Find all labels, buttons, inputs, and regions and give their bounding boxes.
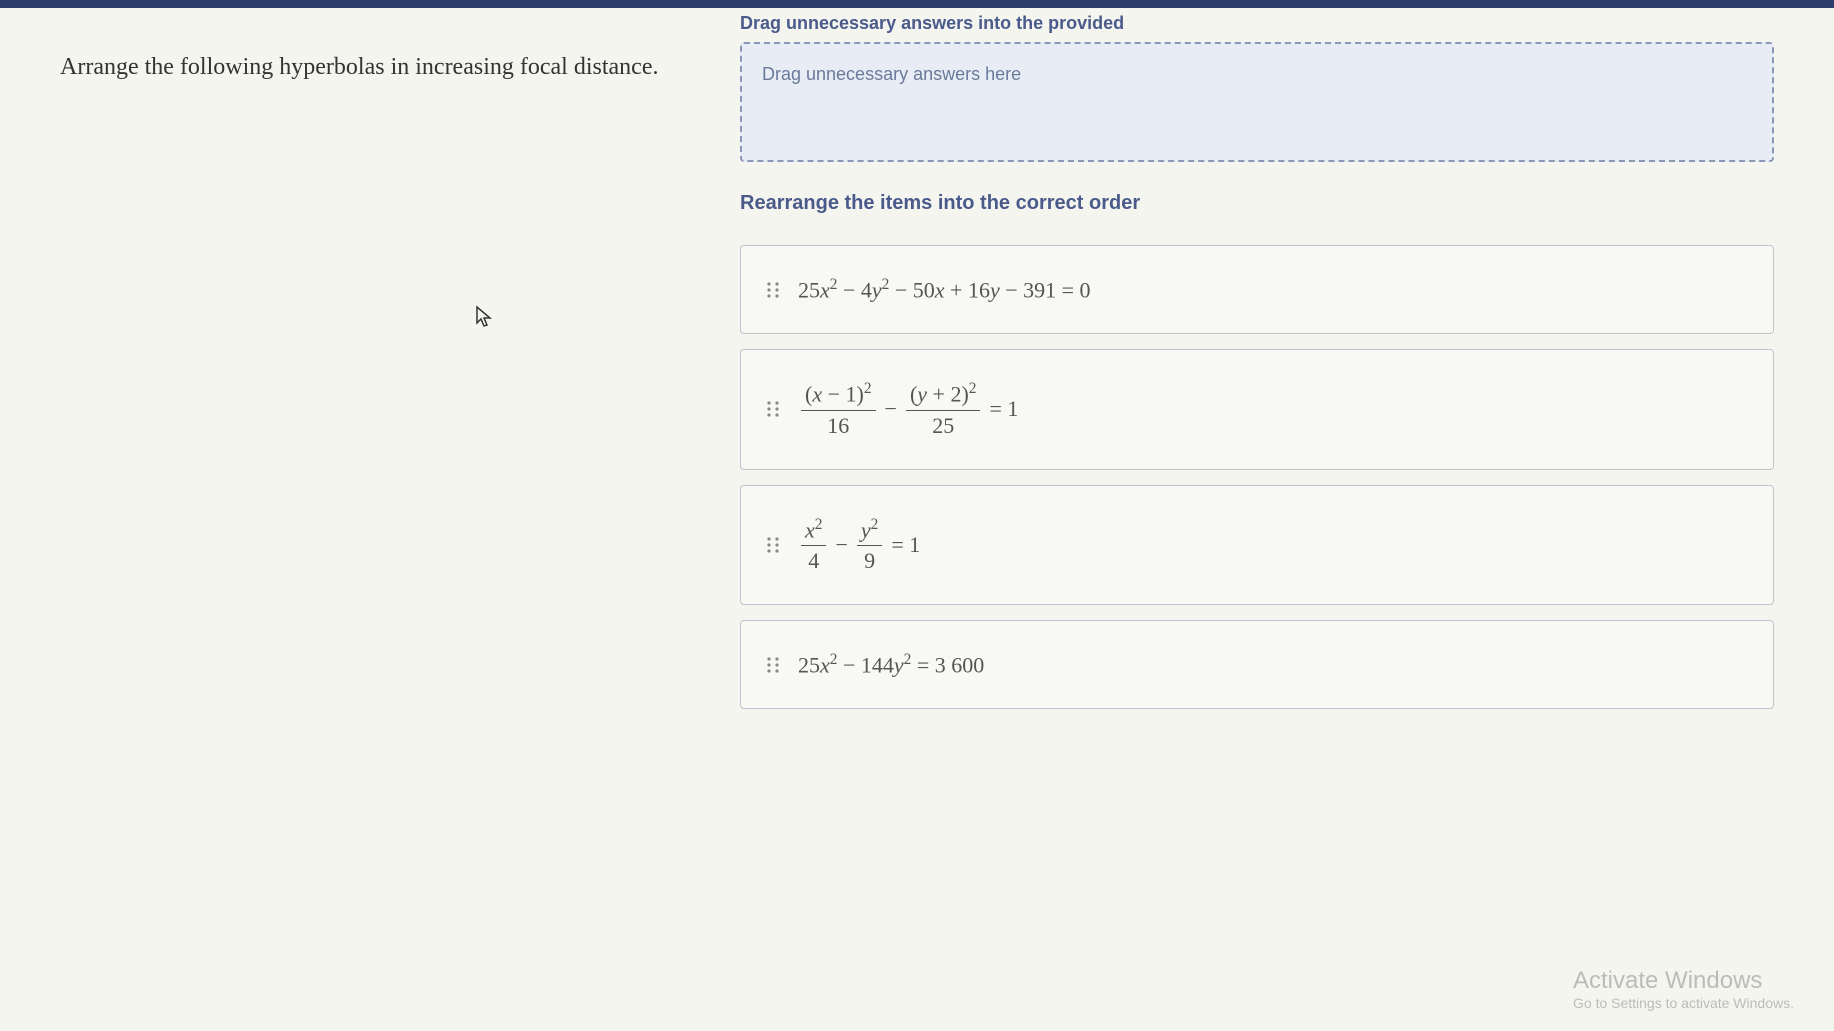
answer-item-2[interactable]: (x − 1)216 − (y + 2)225 = 1 — [740, 349, 1774, 469]
top-bar — [0, 0, 1834, 8]
answer-item-3[interactable]: x24 − y29 = 1 — [740, 485, 1774, 605]
question-text: Arrange the following hyperbolas in incr… — [60, 48, 700, 86]
left-panel: Arrange the following hyperbolas in incr… — [60, 38, 700, 724]
drag-section-header: Drag unnecessary answers into the provid… — [740, 13, 1774, 34]
equation-3: x24 − y29 = 1 — [798, 516, 920, 574]
watermark-sub: Go to Settings to activate Windows. — [1573, 995, 1794, 1011]
unnecessary-drop-zone[interactable]: Drag unnecessary answers here — [740, 42, 1774, 162]
drop-zone-placeholder: Drag unnecessary answers here — [762, 64, 1752, 85]
drag-handle-icon[interactable] — [766, 656, 780, 674]
rearrange-header: Rearrange the items into the correct ord… — [740, 192, 1774, 215]
windows-watermark: Activate Windows Go to Settings to activ… — [1573, 967, 1794, 1011]
cursor-icon — [475, 305, 493, 329]
equation-2: (x − 1)216 − (y + 2)225 = 1 — [798, 380, 1018, 438]
right-panel: Drag unnecessary answers into the provid… — [740, 38, 1774, 724]
answer-item-1[interactable]: 25x2 − 4y2 − 50x + 16y − 391 = 0 — [740, 245, 1774, 334]
equation-4: 25x2 − 144y2 = 3 600 — [798, 651, 984, 678]
drag-handle-icon[interactable] — [766, 281, 780, 299]
watermark-title: Activate Windows — [1573, 967, 1794, 995]
answer-item-4[interactable]: 25x2 − 144y2 = 3 600 — [740, 620, 1774, 709]
drag-handle-icon[interactable] — [766, 536, 780, 554]
equation-1: 25x2 − 4y2 − 50x + 16y − 391 = 0 — [798, 276, 1091, 303]
drag-handle-icon[interactable] — [766, 400, 780, 418]
main-container: Arrange the following hyperbolas in incr… — [0, 8, 1834, 754]
